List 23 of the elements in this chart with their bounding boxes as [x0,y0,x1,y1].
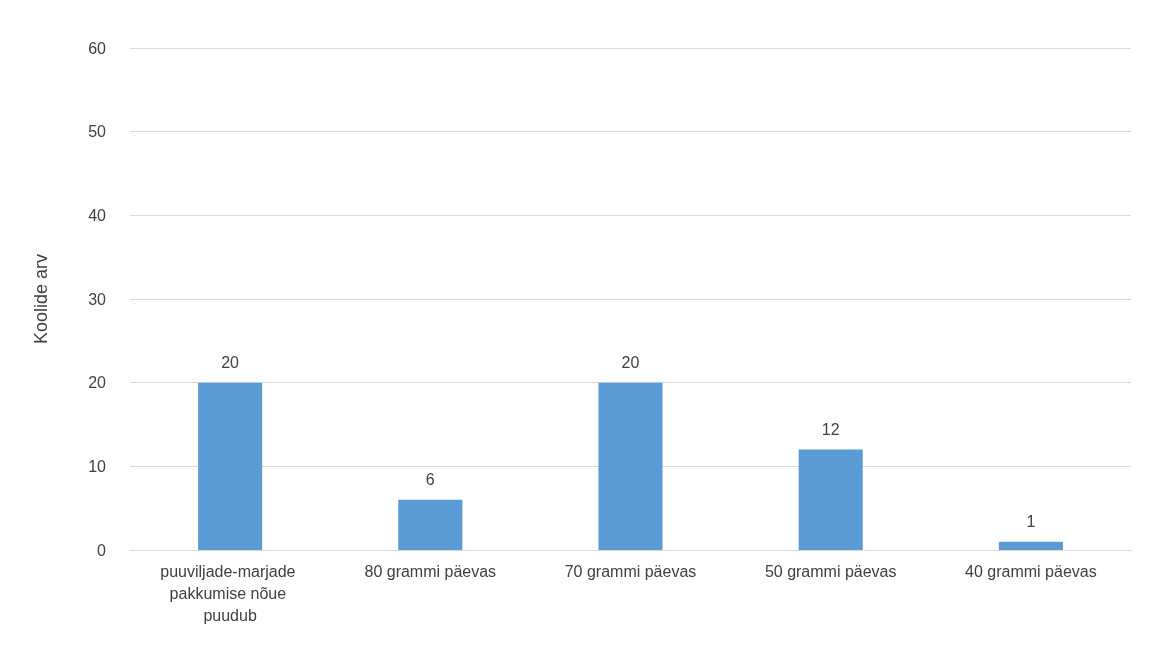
data-label: 20 [221,354,240,372]
x-tick-label: 50 grammi päevas [764,562,897,580]
y-tick-label: 10 [88,457,107,475]
y-tick-label: 0 [97,541,107,559]
bar [598,382,663,550]
x-tick-label: 40 grammi päevas [965,562,1097,580]
x-tick-label: 70 grammi päevas [564,562,697,580]
y-axis-title: Koolide arv [31,253,51,345]
bar [798,449,863,550]
data-label: 12 [821,421,840,439]
y-tick-label: 20 [88,374,107,392]
y-tick-label: 60 [88,39,107,57]
y-tick-label: 30 [88,290,107,308]
y-tick-label: 40 [88,206,107,224]
x-tick-label: puuviljade-marjade pakkumise nõue puudub [160,562,300,624]
bar [998,541,1063,550]
y-tick-label: 50 [88,123,107,141]
data-label: 1 [1026,513,1036,531]
bar [398,499,463,550]
bar [198,382,263,550]
data-label: 6 [425,471,435,489]
data-label: 20 [621,354,640,372]
x-tick-label: 80 grammi päevas [364,562,497,580]
